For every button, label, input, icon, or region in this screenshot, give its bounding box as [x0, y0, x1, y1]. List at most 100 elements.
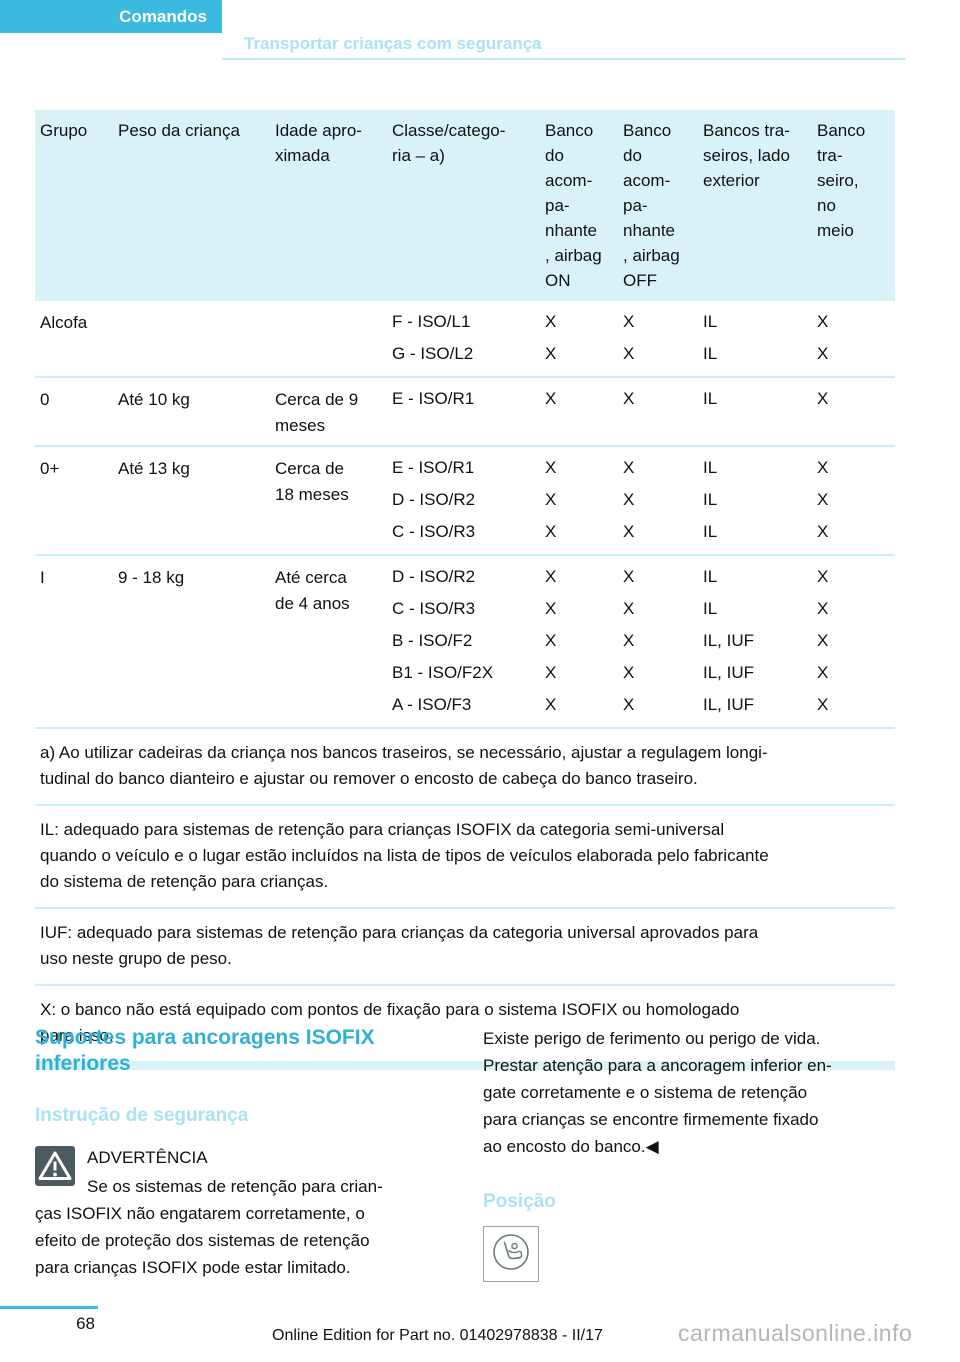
table-cell-peso: Até 13 kg	[118, 459, 190, 478]
table-header-cell: Banco do acom- pa- nhante , airbag OFF	[623, 121, 680, 290]
table-cell-line: X	[817, 490, 829, 509]
table-cell-line: B1 - ISO/F2X	[392, 663, 494, 682]
table-header-cell: Banco do acom- pa- nhante , airbag ON	[545, 121, 602, 290]
watermark: carmanualsonline.info	[678, 1320, 913, 1346]
table-cell-idade	[270, 306, 387, 370]
table-cell-line: X	[623, 695, 635, 714]
table-header-cell: Peso da criança	[118, 121, 240, 140]
table-cell-grupo: Alcofa	[40, 313, 88, 332]
table-cell-line: IL	[703, 522, 718, 541]
table-cell-line: X	[545, 631, 557, 650]
table-cell-stack: D - ISO/R2 C - ISO/R3 B - ISO/F2 B1 - ISO/F…	[387, 561, 540, 721]
position-subheading: Posição	[483, 1191, 556, 1212]
table-cell-line: IL, IUF	[703, 695, 755, 714]
table-cell-line: X	[817, 458, 829, 477]
table-cell-line: D - ISO/R2	[392, 490, 476, 509]
table-cell-line: IL	[703, 567, 718, 586]
table-cell-line: X	[817, 695, 829, 714]
table-cell-line: X	[817, 567, 829, 586]
edition-note: Online Edition for Part no. 01402978838 …	[272, 1327, 603, 1344]
table-cell-line: X	[545, 695, 557, 714]
table-cell-line: F - ISO/L1	[392, 312, 471, 331]
table-header-cell: Idade apro- ximada	[275, 121, 362, 165]
child-seat-icon	[488, 1229, 534, 1280]
table-cell-line: IL	[703, 344, 718, 363]
table-cell-line: X	[545, 389, 557, 408]
table-cell-peso: 9 - 18 kg	[118, 568, 185, 587]
content-columns: Suportes para ancoragens ISOFIX inferior…	[35, 1025, 907, 1282]
table-cell-line: IL	[703, 312, 718, 331]
section-heading: Suportes para ancoragens ISOFIX inferior…	[35, 1026, 375, 1075]
warning-continuation-text: Existe perigo de ferimento ou perigo de …	[483, 1029, 832, 1156]
table-cell-line: X	[817, 312, 829, 331]
table-cell-stack: X	[540, 383, 618, 439]
table-row: 0 Até 10 kg Cerca de 9 meses E - ISO/R1 X X IL…	[35, 378, 895, 447]
table-cell-line: X	[623, 458, 635, 477]
table-cell-line: X	[817, 344, 829, 363]
table-cell-line: D - ISO/R2	[392, 567, 476, 586]
table-cell-line: X	[623, 567, 635, 586]
table-cell-idade: Cerca de 9 meses	[275, 390, 359, 435]
table-row: I 9 - 18 kg Até cerca de 4 anos D - ISO/R2 C…	[35, 556, 895, 729]
table-footnote: IUF: adequado para sistemas de retenção …	[35, 909, 895, 986]
table-cell-line: IL	[703, 389, 718, 408]
table-cell-line: X	[545, 458, 557, 477]
table-cell-peso: Até 10 kg	[118, 390, 190, 409]
warning-text: Se os sistemas de retenção para crian- ç…	[35, 1177, 383, 1277]
table-cell-stack: E - ISO/R1 D - ISO/R2 C - ISO/R3	[387, 452, 540, 548]
table-cell-line: C - ISO/R3	[392, 522, 476, 541]
table-cell-grupo: 0	[40, 390, 50, 409]
position-icon-frame	[483, 1226, 539, 1282]
table-header-cell: Bancos tra- seiros, lado exterior	[703, 121, 790, 190]
header-divider	[222, 58, 905, 60]
table-footnote: a) Ao utilizar cadeiras da criança nos b…	[35, 729, 895, 806]
table-cell-stack: IL IL IL, IUF IL, IUF IL, IUF	[698, 561, 812, 721]
table-cell-line: IL	[703, 599, 718, 618]
table-cell-line: A - ISO/F3	[392, 695, 472, 714]
table-row: Alcofa F - ISO/L1 G - ISO/L2 X X X X IL IL X X	[35, 301, 895, 378]
table-cell-line: X	[623, 599, 635, 618]
table-cell-line: IL, IUF	[703, 663, 755, 682]
table-cell-line: E - ISO/R1	[392, 458, 475, 477]
table-cell-line: X	[623, 522, 635, 541]
table-cell-line: X	[545, 663, 557, 682]
warning-block: ADVERTÊNCIA Se os sistemas de retenção p…	[35, 1143, 455, 1281]
table-header-cell: Banco tra- seiro, no meio	[817, 121, 866, 240]
table-cell-line: X	[545, 344, 557, 363]
table-cell-line: X	[817, 389, 829, 408]
table-header-cell: Classe/catego- ria – a)	[392, 121, 506, 165]
table-cell-grupo: I	[40, 568, 45, 587]
table-cell-stack: IL	[698, 383, 812, 439]
table-row: 0+ Até 13 kg Cerca de 18 meses E - ISO/R1 D …	[35, 447, 895, 556]
table-cell-line: X	[545, 522, 557, 541]
table-cell-line: X	[623, 631, 635, 650]
table-cell-line: B - ISO/F2	[392, 631, 473, 650]
table-cell-line: G - ISO/L2	[392, 344, 474, 363]
table-cell-line: X	[623, 312, 635, 331]
warning-triangle-icon	[35, 1146, 75, 1186]
table-cell-line: X	[623, 389, 635, 408]
table-body: Alcofa F - ISO/L1 G - ISO/L2 X X X X IL IL X X 0 Até…	[35, 301, 895, 1061]
table-cell-line: X	[623, 490, 635, 509]
table-cell-line: X	[545, 599, 557, 618]
table-cell-line: X	[545, 312, 557, 331]
table-cell-peso	[113, 306, 270, 370]
table-cell-line: X	[623, 344, 635, 363]
table-header-row: Grupo Peso da criança Idade apro- ximada Cl…	[35, 110, 895, 301]
table-header-cell: Grupo	[40, 121, 88, 140]
page-number-rule	[0, 1306, 98, 1309]
table-cell-line: X	[817, 631, 829, 650]
table-cell-line: X	[623, 663, 635, 682]
table-cell-line: X	[817, 522, 829, 541]
table-cell-stack: X	[618, 383, 698, 439]
table-cell-line: E - ISO/R1	[392, 389, 475, 408]
table-cell-line: C - ISO/R3	[392, 599, 476, 618]
